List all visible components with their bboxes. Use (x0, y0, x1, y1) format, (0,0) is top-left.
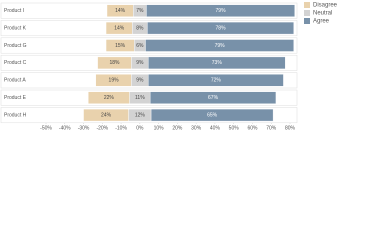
legend-swatch (304, 18, 310, 24)
legend-label: Disagree (313, 3, 338, 9)
x-tick-label: 20% (172, 125, 183, 131)
value-label: 73% (212, 60, 223, 66)
value-label: 14% (115, 8, 126, 14)
x-tick-label: 80% (285, 125, 296, 131)
x-tick-label: -10% (115, 125, 127, 131)
value-label: 78% (216, 25, 227, 31)
legend-swatch (304, 2, 310, 8)
chart: -50% -40% -30% -20% -10% 0% 10% 20% 30% 40% 50% 60%… (0, 2, 338, 131)
bar-segment (148, 56, 286, 70)
x-tick-label: 70% (266, 125, 277, 131)
value-label: 12% (135, 112, 146, 118)
x-tick-label: -50% (40, 125, 52, 131)
value-label: 11% (135, 95, 145, 101)
x-tick-label: 30% (191, 125, 202, 131)
value-label: 9% (136, 60, 144, 66)
value-label: 8% (136, 25, 144, 31)
bar-segment (147, 21, 294, 35)
x-tick-label: 50% (229, 125, 240, 131)
value-label: 22% (104, 95, 115, 101)
row-box (0, 2, 298, 19)
x-tick-label: 0% (136, 125, 144, 131)
legend-swatch (304, 10, 310, 16)
value-label: 65% (207, 112, 218, 118)
legend-label: Agree (313, 19, 330, 25)
value-label: 6% (136, 43, 144, 49)
bar-segment (148, 74, 284, 87)
row-box (0, 20, 298, 37)
row-box (0, 54, 298, 71)
x-tick-label: 60% (247, 125, 258, 131)
bar-segment (146, 4, 295, 17)
category-label: Product I (4, 8, 24, 14)
value-label: 24% (101, 112, 112, 118)
category-label: Product G (4, 43, 27, 49)
row-box (0, 72, 298, 89)
value-label: 15% (115, 43, 126, 49)
category-label: Product K (4, 25, 27, 31)
x-tick-label: 40% (210, 125, 221, 131)
value-label: 72% (211, 78, 222, 84)
row-box (0, 37, 298, 54)
x-tick-label: -40% (59, 125, 71, 131)
value-label: 67% (208, 95, 219, 101)
value-label: 7% (136, 8, 144, 14)
bar-segment (149, 91, 277, 104)
bar-segment (150, 108, 274, 122)
x-tick-label: -30% (78, 125, 90, 131)
category-label: Product C (4, 60, 27, 66)
legend-label: Neutral (313, 11, 332, 17)
legend: Disagree Neutral Agree (304, 2, 338, 25)
category-label: Product A (4, 78, 26, 84)
bar-segment (145, 39, 294, 52)
value-label: 79% (216, 8, 227, 14)
x-tick-label: -20% (96, 125, 108, 131)
x-tick-label: 10% (154, 125, 165, 131)
category-label: Product E (4, 95, 27, 101)
value-label: 79% (215, 43, 226, 49)
value-label: 18% (109, 60, 120, 66)
value-label: 19% (109, 78, 120, 84)
category-label: Product H (4, 112, 27, 118)
row-box (0, 107, 298, 124)
value-label: 14% (114, 25, 125, 31)
row-box (0, 89, 298, 106)
value-label: 9% (136, 78, 144, 84)
